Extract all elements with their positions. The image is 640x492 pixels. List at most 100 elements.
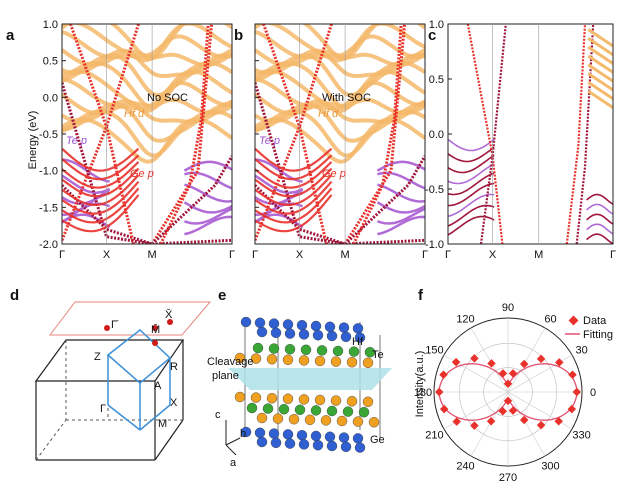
c-band	[586, 233, 613, 244]
ytick-label: -0.5	[39, 129, 58, 141]
x-bar-dot	[167, 319, 173, 325]
polar-data-point	[486, 416, 496, 426]
te-atom	[304, 414, 316, 425]
ge-band	[255, 161, 333, 189]
hf-atom	[342, 406, 354, 417]
panel-e: e Cleavage plane Hf Te Ge c b a	[207, 287, 392, 469]
polar-data-points	[434, 354, 582, 430]
te-band	[184, 183, 232, 203]
panel-letter-b: b	[234, 27, 243, 44]
te-atom	[346, 357, 358, 368]
irreducible-wedge	[106, 329, 172, 431]
hf-atom	[252, 342, 264, 354]
ge-band	[159, 24, 210, 244]
ge-atom	[270, 437, 282, 448]
polar-data-point	[555, 358, 564, 367]
hf-d-label-b: Hf d	[318, 108, 339, 120]
ge-atom	[282, 319, 294, 330]
c-band	[586, 223, 613, 235]
hf-atom	[348, 346, 360, 357]
title-no-soc: No SOC	[147, 92, 188, 104]
ge-atom	[256, 436, 268, 448]
label-x: X	[170, 397, 178, 409]
c-band	[448, 163, 495, 185]
hf-band	[255, 68, 425, 114]
hf-d-label-a: Hf d	[124, 108, 145, 120]
polar-spoke	[507, 391, 573, 430]
polar-data-point	[439, 404, 449, 414]
polar-angle-label: 60	[544, 313, 556, 325]
label-te: Te	[372, 349, 384, 361]
hf-atom	[364, 347, 376, 358]
label-x-bar: X̄	[165, 308, 173, 321]
panel-d: d Γ̄ M̄	[10, 287, 212, 461]
gamma-bar-dot	[104, 325, 110, 331]
hf-atom	[294, 404, 306, 415]
polar-data-point	[503, 396, 513, 406]
c-hf-band	[587, 37, 613, 57]
te-band	[377, 207, 425, 225]
ge-atom	[352, 433, 364, 444]
ge-atom	[354, 332, 366, 343]
legend-data-label: Data	[583, 315, 607, 327]
polar-legend: Data Fitting	[565, 315, 613, 341]
kpoint-label: Γ	[229, 249, 235, 261]
te-atom	[362, 396, 374, 407]
kpoint-label: M	[341, 249, 350, 261]
panel-c: c 1.0 0.5 0.0 -0.5 -1.0 Γ X M Γ	[425, 19, 616, 261]
hf-atom	[316, 345, 328, 356]
c-hf-band	[587, 54, 613, 74]
ge-band	[151, 155, 232, 244]
ge-atom	[282, 429, 294, 440]
c-band	[586, 213, 613, 225]
kpoint-label: Γ	[422, 249, 428, 261]
polar-angle-label: 30	[575, 345, 587, 357]
hf-atom	[262, 403, 274, 414]
polar-data-point	[503, 379, 513, 388]
polar-data-point	[568, 370, 577, 379]
polar-data-point	[498, 369, 508, 378]
te-band	[377, 183, 425, 203]
polar-data-point	[519, 415, 529, 425]
cleavage-plane	[228, 368, 392, 390]
label-hf: Hf	[352, 336, 364, 348]
ge-atom	[312, 440, 324, 451]
te-atom	[346, 396, 358, 407]
ge-atom	[354, 442, 366, 453]
te-atom	[336, 415, 348, 427]
polar-data-point	[508, 406, 518, 415]
ge-band	[62, 154, 140, 181]
te-atom	[266, 393, 278, 404]
polar-data-point	[470, 354, 479, 363]
kpoint-label: Γ	[252, 249, 258, 261]
ge-atom	[296, 430, 308, 441]
te-atom	[266, 354, 278, 365]
te-atom	[352, 416, 364, 427]
ge-band	[343, 24, 407, 244]
ge-band	[255, 154, 333, 181]
ge-band	[62, 167, 140, 198]
kpoint-label: M	[148, 249, 157, 261]
ge-atom	[338, 322, 350, 333]
ge-band	[255, 147, 333, 172]
ge-band	[255, 174, 333, 207]
ge-atom	[340, 331, 352, 342]
label-ge: Ge	[370, 434, 385, 446]
band-structure-b	[255, 24, 425, 244]
ge-atom	[284, 328, 296, 339]
ge-band	[255, 24, 333, 241]
c-hf-band	[587, 63, 613, 83]
panel-a: a Energy (eV) 1.00.50.0-0.5-1.0-1.5-2.0 …	[6, 19, 235, 261]
hf-atom	[284, 344, 296, 355]
m-bulk-dot	[152, 340, 158, 346]
ge-atom	[352, 323, 364, 334]
polar-angle-label: 300	[541, 461, 559, 473]
ytick-label: 0.0	[429, 129, 444, 141]
polar-angle-label: 0	[590, 387, 596, 399]
surface-bz-plane	[48, 301, 212, 336]
c-band	[448, 154, 495, 174]
c-hf-band	[587, 89, 613, 109]
ge-band	[62, 180, 140, 215]
ge-atom	[254, 317, 266, 328]
label-m-bar: M̄	[151, 323, 160, 336]
